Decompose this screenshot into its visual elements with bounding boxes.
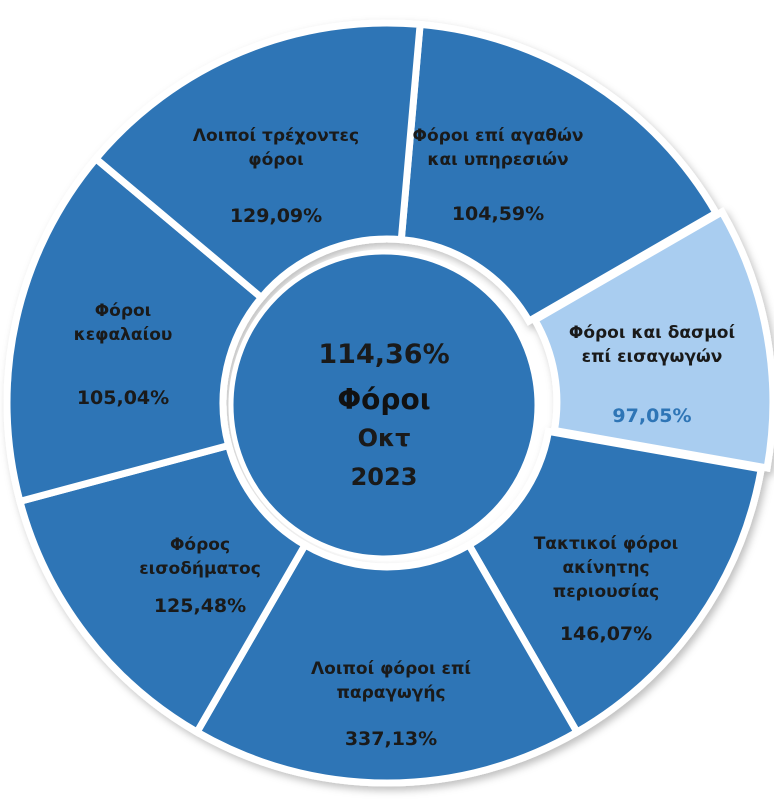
segment-label: και υπηρεσιών [427, 150, 568, 170]
segment-label-group: Φόροι επί αγαθών και υπηρεσιών 104,59% [413, 126, 584, 225]
segment-value: 105,04% [77, 387, 169, 409]
segment-label-group: Φόροι κεφαλαίου 105,04% [74, 301, 173, 409]
segment-label-group: Λοιποί τρέχοντες φόροι 129,09% [193, 126, 359, 227]
segment-value: 337,13% [345, 728, 437, 750]
center-year: 2023 [351, 463, 418, 491]
segment-label: εισοδήματος [139, 559, 261, 579]
segment-label: περιουσίας [553, 582, 659, 602]
segment-label: Φόροι και δασμοί [569, 323, 735, 343]
segment-label: κεφαλαίου [74, 325, 173, 345]
segment-label: Λοιποί τρέχοντες [193, 126, 359, 146]
segment-label: επί εισαγωγών [582, 347, 723, 367]
segment-label: ακίνητης [562, 558, 649, 578]
segment-label-group: Τακτικοί φόροι ακίνητης περιουσίας 146,07% [534, 534, 679, 645]
segment-label: παραγωγής [336, 683, 445, 703]
segment-label-group: Λοιποί φόροι επί παραγωγής 337,13% [311, 659, 471, 750]
segment-label: Φόροι επί αγαθών [413, 126, 584, 146]
segment-value: 125,48% [154, 595, 246, 617]
center-title: Φόροι [337, 383, 430, 416]
center-value: 114,36% [318, 339, 449, 370]
segment-label: φόροι [248, 150, 303, 170]
segment-value: 129,09% [230, 205, 322, 227]
donut-segment [15, 441, 310, 737]
donut-segment [90, 19, 424, 303]
center-circle [228, 249, 540, 561]
donut-segment [192, 540, 582, 787]
segment-value: 146,07% [560, 623, 652, 645]
segment-label-group: Φόρος εισοδήματος 125,48% [139, 535, 261, 617]
donut-segment [464, 427, 766, 737]
center-layer: 114,36% Φόροι Οκτ 2023 [228, 249, 540, 561]
center-month: Οκτ [358, 424, 411, 452]
segment-label: Τακτικοί φόροι [534, 534, 679, 554]
segment-label: Φόρος [170, 535, 230, 555]
segment-value: 104,59% [452, 203, 544, 225]
donut-segment [530, 207, 774, 472]
segments-layer [3, 19, 774, 787]
segment-value: 97,05% [612, 405, 691, 427]
donut-segment [397, 20, 721, 326]
segment-label: Λοιποί φόροι επί [311, 659, 471, 679]
segment-label-group: Φόροι και δασμοί επί εισαγωγών 97,05% [569, 323, 735, 427]
segment-label: Φόροι [95, 301, 152, 321]
